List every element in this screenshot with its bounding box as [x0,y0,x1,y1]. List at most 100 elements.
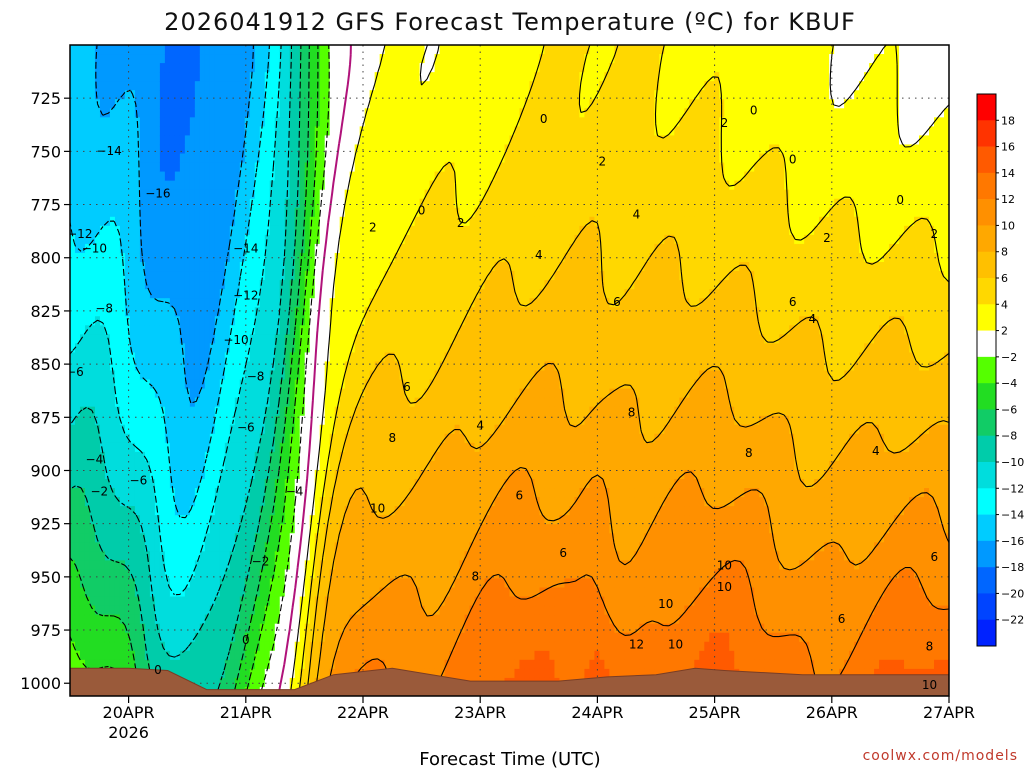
temperature-cell [404,515,411,525]
temperature-cell [144,641,151,652]
temperature-cell [209,596,216,607]
temperature-cell [239,289,246,299]
temperature-cell [259,126,266,137]
temperature-cell [94,45,101,55]
temperature-cell [194,551,201,561]
temperature-cell [319,99,326,109]
temperature-cell [194,533,201,543]
temperature-cell [89,542,96,552]
temperature-cell [144,659,151,670]
temperature-cell [254,551,261,561]
temperature-cell [209,668,216,679]
temperature-cell [104,433,111,444]
temperature-cell [249,307,256,317]
temperature-cell [304,542,311,552]
temperature-cell [354,379,361,390]
temperature-cell [119,596,126,607]
temperature-cell [399,262,406,272]
temperature-cell [379,81,386,91]
temperature-cell [99,108,106,118]
temperature-cell [129,298,136,308]
temperature-cell [184,578,191,589]
temperature-cell [209,45,216,55]
temperature-cell [384,614,391,625]
temperature-cell [94,198,101,209]
temperature-cell [209,569,216,580]
temperature-cell [164,216,171,227]
temperature-cell [239,325,246,335]
temperature-cell [199,234,206,245]
temperature-cell [224,298,231,308]
temperature-cell [404,234,411,245]
temperature-cell [289,533,296,543]
temperature-cell [94,497,101,507]
temperature-cell [194,243,201,254]
temperature-cell [379,352,386,363]
temperature-cell [104,298,111,308]
temperature-cell [214,442,221,453]
temperature-cell [239,280,246,290]
temperature-cell [339,298,346,308]
temperature-cell [194,126,201,137]
temperature-cell [324,569,331,580]
temperature-cell [304,126,311,137]
temperature-cell [124,262,131,272]
temperature-cell [84,207,91,218]
temperature-cell [399,63,406,73]
temperature-cell [409,614,416,625]
temperature-cell [214,307,221,317]
temperature-cell [149,280,156,290]
temperature-cell [104,234,111,245]
temperature-cell [154,578,161,589]
temperature-cell [94,153,101,164]
temperature-cell [114,650,121,661]
temperature-cell [364,280,371,290]
temperature-cell [324,262,331,272]
temperature-cell [359,551,366,561]
temperature-cell [109,415,116,426]
temperature-cell [309,280,316,290]
temperature-cell [214,189,221,200]
temperature-cell [354,515,361,525]
temperature-cell [74,307,81,317]
temperature-cell [269,207,276,218]
temperature-cell [194,280,201,290]
temperature-cell [109,388,116,399]
temperature-cell [209,415,216,426]
temperature-cell [339,180,346,191]
temperature-cell [144,289,151,299]
temperature-cell [384,280,391,290]
temperature-cell [384,361,391,372]
temperature-cell [309,45,316,55]
temperature-cell [364,289,371,299]
temperature-cell [409,162,416,173]
temperature-cell [214,524,221,534]
temperature-cell [399,45,406,55]
temperature-cell [374,479,381,489]
temperature-cell [169,569,176,580]
temperature-cell [284,424,291,435]
temperature-cell [284,605,291,616]
temperature-cell [234,216,241,227]
temperature-cell [289,632,296,643]
temperature-cell [289,207,296,218]
temperature-cell [139,488,146,498]
temperature-cell [309,108,316,118]
temperature-cell [264,307,271,317]
temperature-cell [304,289,311,299]
temperature-cell [204,198,211,209]
temperature-cell [194,578,201,589]
temperature-cell [299,388,306,399]
temperature-cell [364,451,371,462]
temperature-cell [359,144,366,155]
temperature-cell [99,479,106,489]
temperature-cell [89,316,96,326]
temperature-cell [309,316,316,326]
temperature-cell [79,406,86,417]
temperature-cell [259,551,266,561]
temperature-cell [259,45,266,55]
temperature-cell [339,361,346,372]
temperature-cell [219,361,226,372]
temperature-cell [329,415,336,426]
temperature-cell [279,162,286,173]
